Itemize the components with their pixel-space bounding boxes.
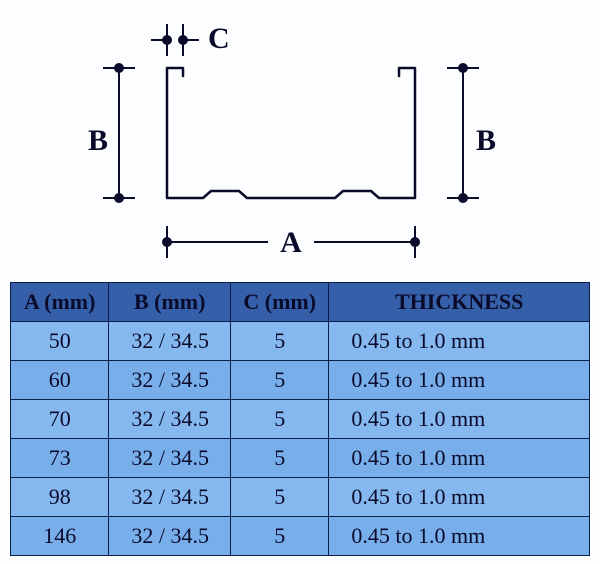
cell: 0.45 to 1.0 mm <box>329 361 590 400</box>
cell: 32 / 34.5 <box>109 517 231 556</box>
col-header-3: THICKNESS <box>329 283 590 322</box>
table-row: 5032 / 34.550.45 to 1.0 mm <box>11 322 590 361</box>
cell: 0.45 to 1.0 mm <box>329 400 590 439</box>
spec-table: A (mm)B (mm)C (mm)THICKNESS 5032 / 34.55… <box>10 282 590 556</box>
table-row: 6032 / 34.550.45 to 1.0 mm <box>11 361 590 400</box>
cell: 98 <box>11 478 109 517</box>
cell: 32 / 34.5 <box>109 361 231 400</box>
col-header-2: C (mm) <box>231 283 329 322</box>
dimension-B-right <box>447 64 479 202</box>
cell: 32 / 34.5 <box>109 439 231 478</box>
cell: 146 <box>11 517 109 556</box>
cell: 0.45 to 1.0 mm <box>329 517 590 556</box>
table-row: 7032 / 34.550.45 to 1.0 mm <box>11 400 590 439</box>
cell: 32 / 34.5 <box>109 322 231 361</box>
profile-diagram: B B A <box>0 0 600 280</box>
cell: 32 / 34.5 <box>109 478 231 517</box>
cell: 50 <box>11 322 109 361</box>
cell: 73 <box>11 439 109 478</box>
label-B-left: B <box>88 124 108 157</box>
cell: 0.45 to 1.0 mm <box>329 322 590 361</box>
table-row: 7332 / 34.550.45 to 1.0 mm <box>11 439 590 478</box>
cell: 32 / 34.5 <box>109 400 231 439</box>
cell: 5 <box>231 361 329 400</box>
dimension-C <box>151 24 199 56</box>
table-header-row: A (mm)B (mm)C (mm)THICKNESS <box>11 283 590 322</box>
cell: 5 <box>231 400 329 439</box>
col-header-1: B (mm) <box>109 283 231 322</box>
table-row: 9832 / 34.550.45 to 1.0 mm <box>11 478 590 517</box>
cell: 70 <box>11 400 109 439</box>
table-row: 14632 / 34.550.45 to 1.0 mm <box>11 517 590 556</box>
label-C: C <box>208 22 230 55</box>
cell: 5 <box>231 517 329 556</box>
cell: 5 <box>231 478 329 517</box>
label-A: A <box>280 226 302 259</box>
label-B-right: B <box>476 124 496 157</box>
col-header-0: A (mm) <box>11 283 109 322</box>
cell: 60 <box>11 361 109 400</box>
profile-path <box>167 68 415 198</box>
cell: 0.45 to 1.0 mm <box>329 478 590 517</box>
cell: 5 <box>231 322 329 361</box>
cell: 5 <box>231 439 329 478</box>
page-container: B B A <box>0 0 600 564</box>
dimensions-table: A (mm)B (mm)C (mm)THICKNESS 5032 / 34.55… <box>10 282 590 556</box>
diagram-svg: B B A <box>0 0 600 280</box>
cell: 0.45 to 1.0 mm <box>329 439 590 478</box>
